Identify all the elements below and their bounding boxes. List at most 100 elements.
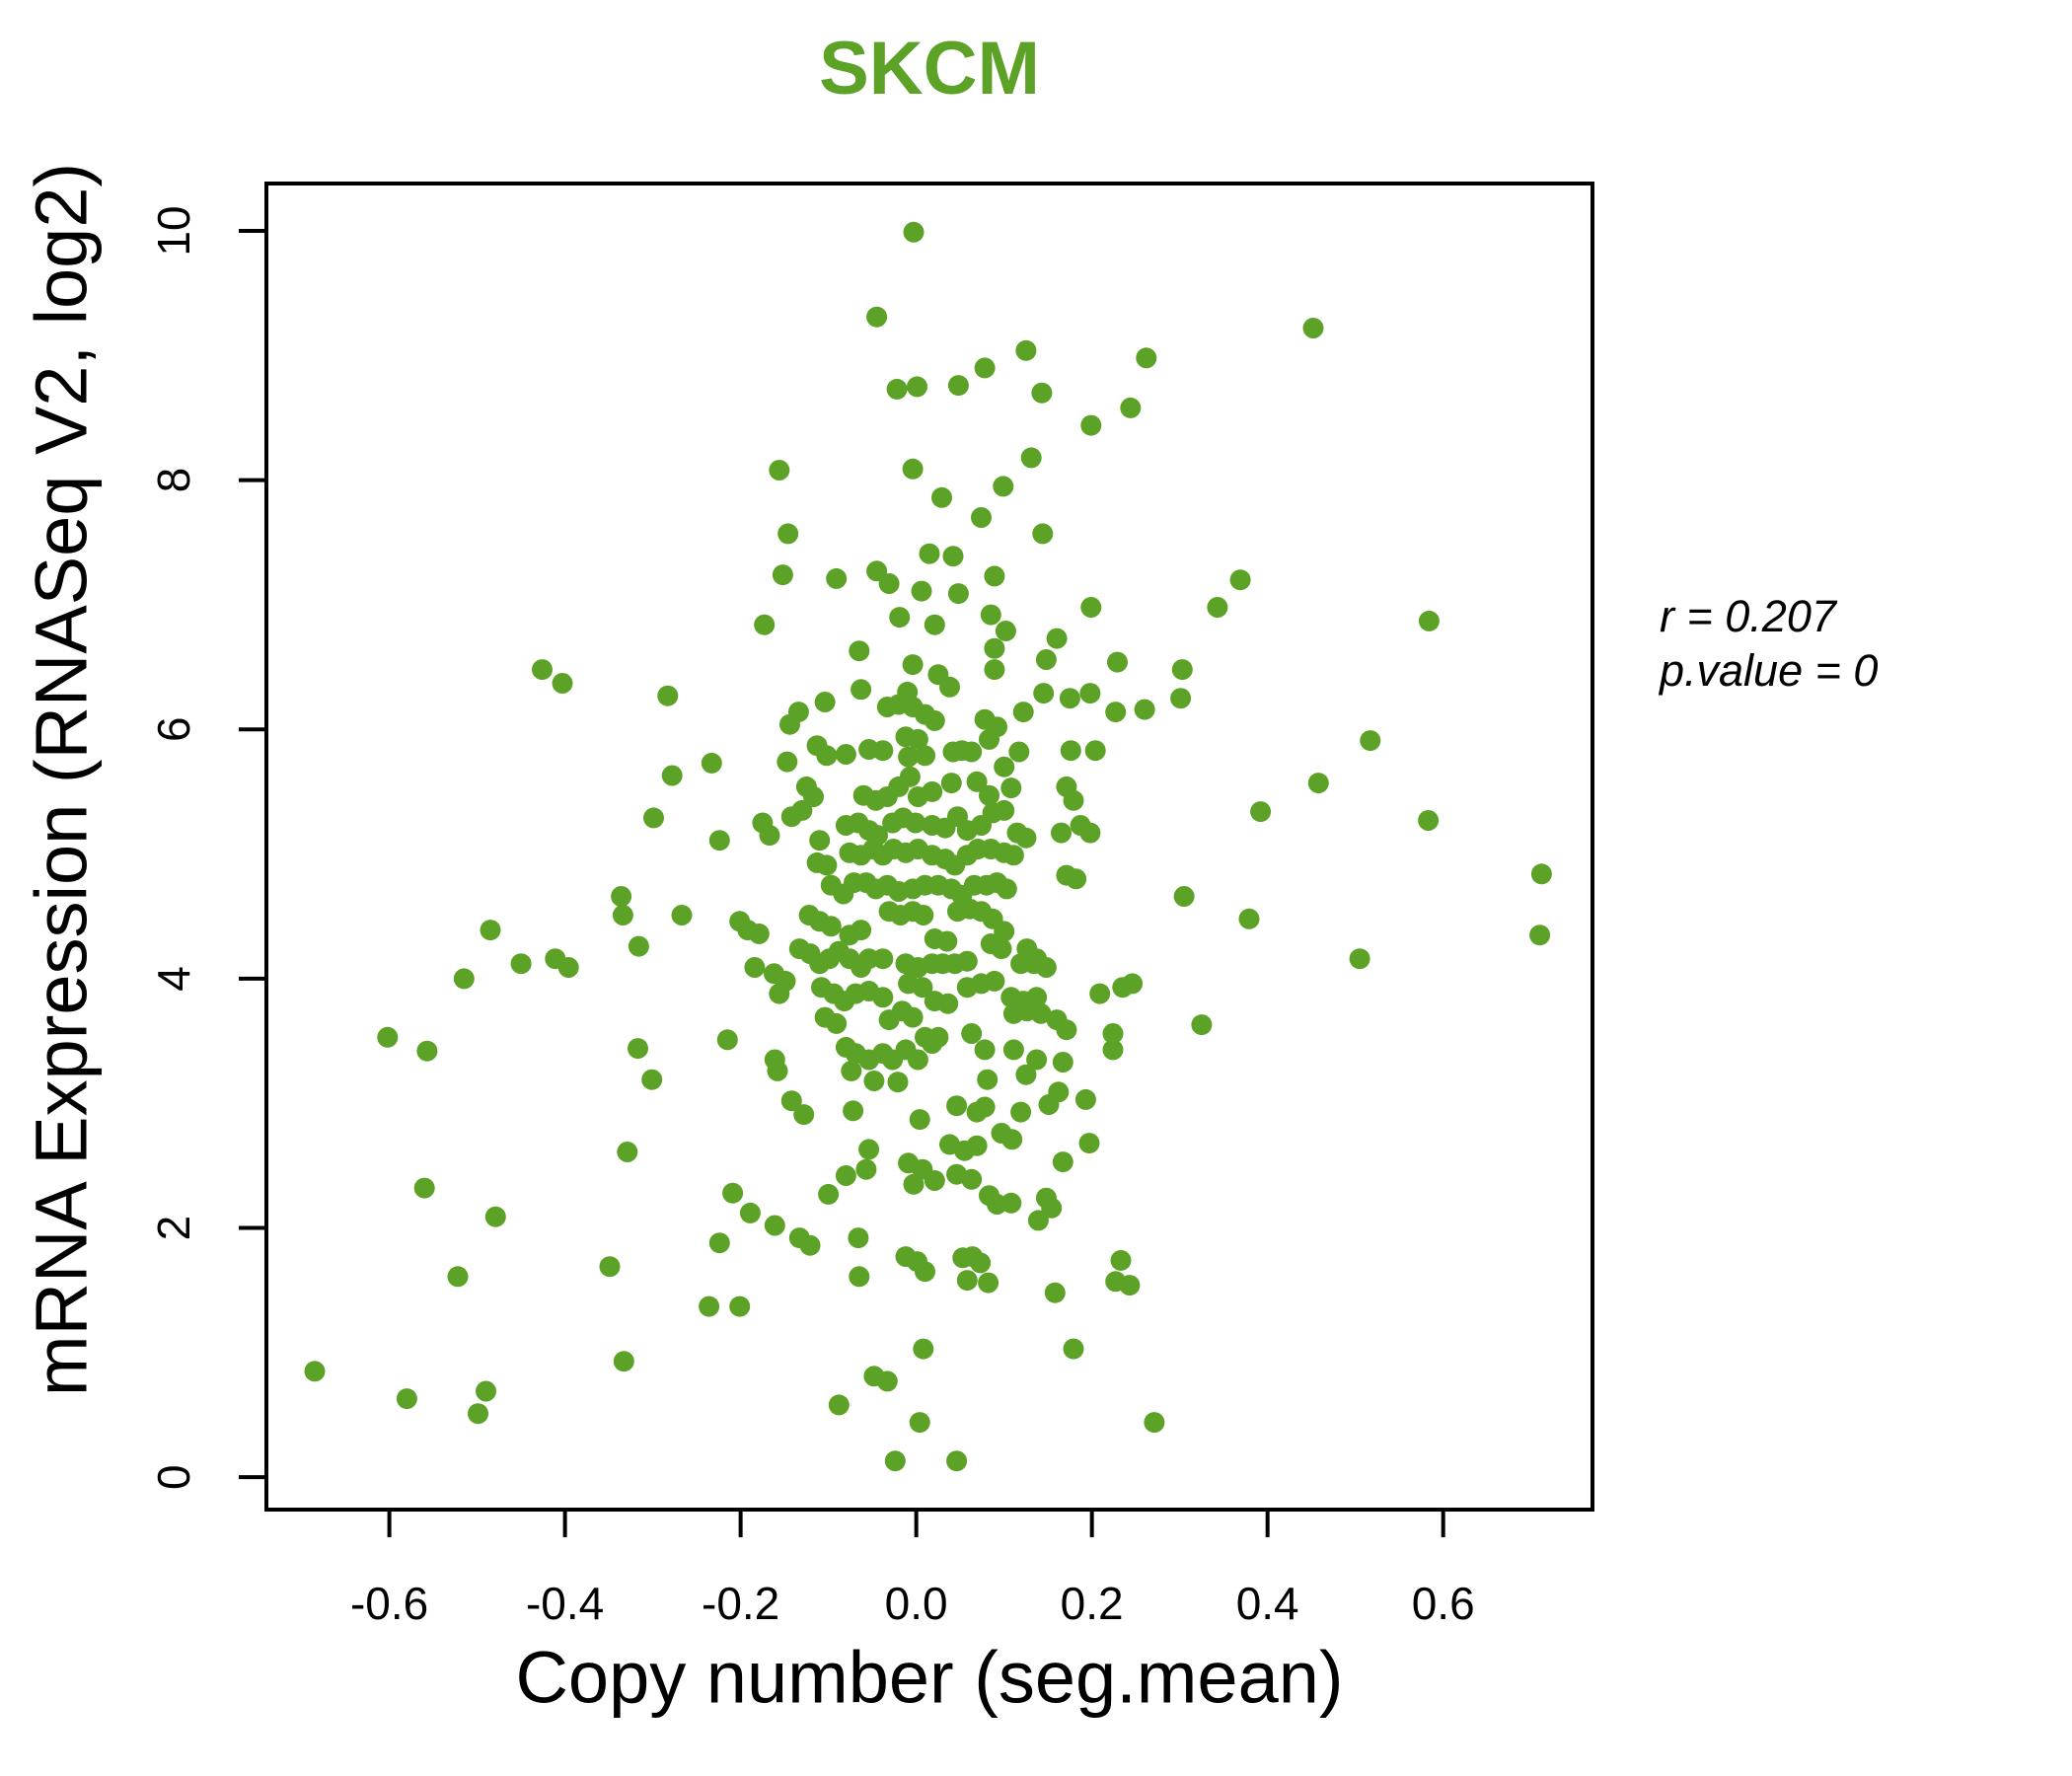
scatter-point [612,905,633,925]
scatter-point [628,1038,648,1060]
scatter-point [966,1135,988,1156]
scatter-point [994,921,1015,942]
scatter-point [946,1095,968,1117]
scatter-point [708,1232,730,1254]
scatter-point [946,1450,968,1472]
correlation-annotation: r = 0.207 p.value = 0 [1660,590,1878,699]
y-tick-label: 10 [148,205,199,256]
scatter-point [1066,868,1087,890]
scatter-point [1015,827,1037,849]
scatter-point [907,376,927,398]
scatter-point [396,1388,417,1410]
scatter-point [1089,983,1111,1004]
scatter-point [931,486,952,508]
scatter-point [1051,822,1072,844]
scatter-point [377,1026,399,1048]
scatter-point [828,1394,850,1416]
scatter-point [764,1215,785,1236]
scatter-point [940,773,962,794]
scatter-point [1008,741,1030,763]
scatter-point [915,1261,935,1283]
scatter-point [814,692,836,712]
scatter-point [994,756,1015,777]
scatter-point [484,1206,506,1227]
p-value-text: p.value = 0 [1660,644,1879,696]
y-axis-title: mRNA Expression (RNASeq V2, log2) [20,162,103,1397]
scatter-point [701,752,722,774]
scatter-point [889,607,911,629]
scatter-point [1038,1094,1060,1115]
x-tick-label: 0.6 [1412,1578,1475,1629]
scatter-point [1074,1088,1096,1110]
scatter-point [1015,1064,1037,1085]
scatter-point [1102,1039,1124,1061]
scatter-point [886,378,908,400]
scatter-point [552,673,573,694]
scatter-point [476,1380,496,1402]
scatter-point [905,812,926,834]
scatter-point [468,1403,488,1425]
scatter-point [1010,1101,1032,1123]
scatter-point [744,957,766,978]
scatter-point [970,1252,992,1274]
scatter-point [984,637,1005,659]
scatter-point [809,830,831,851]
scatter-point [843,1100,864,1122]
scatter-point [942,546,964,567]
scatter-point [818,1183,840,1205]
scatter-point [1530,863,1552,885]
scatter-point [1120,397,1142,418]
scatter-point [661,765,683,786]
scatter-point [1207,597,1228,618]
scatter-point [849,1266,870,1288]
scatter-point [729,1295,751,1317]
scatter-point [1084,740,1106,762]
scatter-point [1102,1023,1124,1044]
scatter-point [480,920,501,941]
chart-title: SKCM [819,27,1040,111]
scatter-point [913,1338,934,1360]
y-tick-label: 2 [148,1216,199,1241]
x-tick-label: -0.4 [526,1578,604,1629]
scatter-point [939,676,960,698]
scatter-point [909,1412,930,1434]
scatter-point [835,1165,856,1186]
scatter-point [974,357,996,379]
scatter-point [903,1173,925,1195]
scatter-point [924,709,945,731]
scatter-point [984,659,1005,681]
scatter-point [899,766,921,787]
scatter-point [1079,822,1101,844]
scatter-point [924,614,945,635]
scatter-point [1105,702,1127,723]
scatter-point [913,905,934,925]
scatter-point [643,807,664,829]
scatter-point [912,977,933,999]
scatter-point [974,1039,996,1061]
scatter-point [971,507,992,528]
scatter-point [1031,382,1053,404]
scatter-point [767,1060,788,1081]
scatter-point [1134,699,1155,720]
scatter-point [1056,1019,1077,1041]
scatter-point [961,1168,983,1190]
scatter-point [979,728,999,750]
scatter-point [907,728,928,750]
scatter-point [304,1361,326,1382]
scatter-point [1144,1412,1165,1434]
scatter-point [872,740,894,762]
scatter-point [769,983,790,1004]
scatter-point [716,1029,738,1051]
scatter-point [671,905,693,925]
y-tick-label: 8 [148,468,199,493]
scatter-point [1035,649,1057,670]
scatter-point [1035,957,1057,978]
scatter-point [748,923,770,944]
scatter-point [557,957,579,978]
scatter-point [1015,339,1037,361]
scatter-point [1191,1014,1213,1036]
scatter-point [993,476,1014,497]
scatter-point [980,604,1001,626]
scatter-point [1002,1039,1024,1061]
scatter-point [1033,683,1055,704]
